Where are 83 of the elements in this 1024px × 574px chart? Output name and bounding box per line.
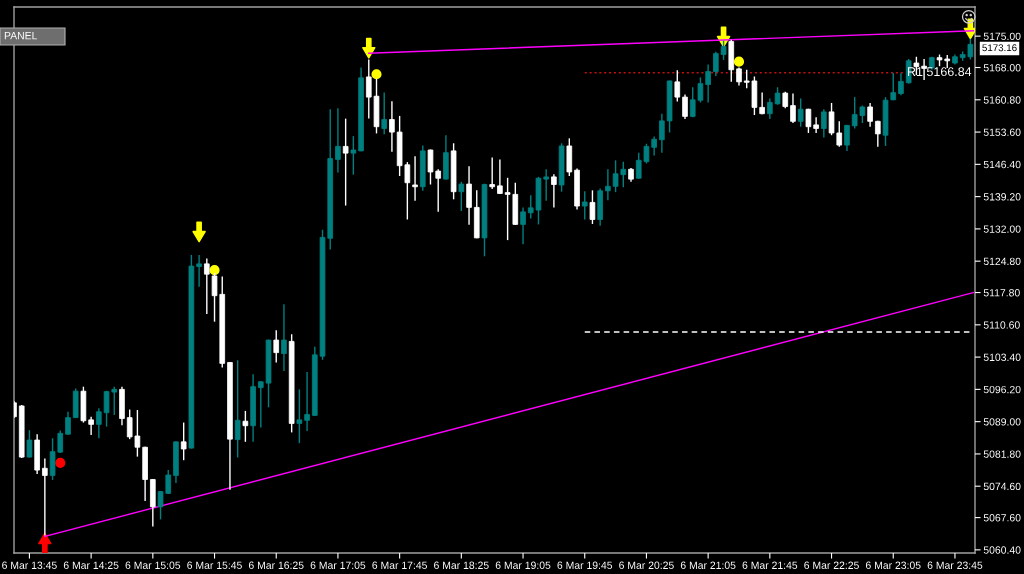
x-tick-label: 6 Mar 19:05 — [495, 561, 551, 569]
y-tick-label: 5103.40 — [983, 353, 1021, 361]
candlestick — [682, 93, 688, 120]
candlestick — [458, 181, 465, 212]
candlestick — [342, 117, 349, 207]
candlestick — [720, 39, 727, 61]
x-tick-label: 6 Mar 14:25 — [63, 561, 119, 569]
candlestick — [589, 189, 596, 225]
y-tick-label: 5110.60 — [983, 321, 1020, 329]
candlestick — [381, 91, 388, 136]
candlestick — [651, 135, 657, 157]
candlestick — [350, 135, 357, 176]
candlestick — [867, 102, 873, 128]
candlestick — [296, 388, 303, 444]
y-tick-label: 5074.60 — [983, 482, 1021, 491]
x-tick-label: 6 Mar 15:05 — [125, 561, 181, 569]
y-tick-label: 5132.00 — [983, 225, 1021, 233]
x-tick-label: 6 Mar 17:05 — [310, 561, 366, 569]
candlestick — [335, 107, 341, 174]
candlestick — [96, 407, 102, 439]
y-tick-label: 5146.40 — [983, 160, 1021, 169]
x-tick-label: 6 Mar 13:45 — [2, 561, 57, 569]
candlestick — [180, 421, 187, 461]
y-tick-label: 5160.80 — [983, 96, 1021, 104]
candlestick — [797, 97, 804, 128]
candlestick — [242, 410, 249, 443]
text: 5173.16 — [982, 44, 1017, 52]
y-tick-label: 5139.20 — [983, 193, 1021, 201]
candlestick — [551, 173, 557, 209]
candlestick — [42, 457, 48, 537]
candlestick — [674, 69, 681, 103]
x-tick-label: 6 Mar 23:45 — [927, 561, 983, 569]
x-tick-label: 6 Mar 19:45 — [557, 561, 613, 569]
candlestick — [273, 329, 280, 364]
candlestick — [805, 108, 812, 134]
x-tick-label: 6 Mar 21:45 — [742, 561, 798, 569]
candlestick — [520, 206, 526, 245]
y-tick-label: 5089.00 — [983, 418, 1021, 426]
y-tick-label: 5168.00 — [983, 64, 1021, 72]
candlestick — [898, 72, 904, 97]
candlestick — [88, 416, 94, 436]
candlestick — [234, 359, 241, 459]
y-tick-label: 5117.80 — [983, 289, 1020, 297]
x-tick-label: 6 Mar 21:05 — [680, 561, 736, 569]
candlestick — [389, 100, 395, 153]
y-tick-label: 5153.60 — [983, 128, 1021, 136]
x-tick-label: 6 Mar 17:45 — [372, 561, 427, 569]
annotation: PANEL — [4, 32, 38, 40]
y-tick-label: 5067.60 — [983, 514, 1021, 522]
y-tick-label: 5096.20 — [983, 385, 1021, 394]
candlestick — [921, 58, 927, 81]
x-tick-label: 6 Mar 20:25 — [619, 561, 674, 569]
candlestick — [790, 92, 796, 124]
candlestick — [204, 257, 210, 315]
candlestick — [705, 63, 711, 104]
y-tick-label: 5060.40 — [983, 546, 1021, 554]
candlestick — [497, 158, 503, 195]
candlestick — [875, 120, 881, 148]
candlestick — [581, 190, 588, 221]
candlestick — [821, 108, 827, 139]
candlestick — [65, 411, 71, 436]
candlestick — [890, 72, 897, 101]
candlestick — [605, 168, 611, 201]
candlestick — [412, 155, 418, 202]
candlestick — [659, 112, 665, 154]
x-tick-label: 6 Mar 15:45 — [187, 561, 242, 569]
candlestick — [489, 156, 495, 190]
x-tick-label: 6 Mar 16:25 — [248, 561, 304, 569]
candlestick — [844, 124, 850, 152]
y-tick-label: 5124.80 — [983, 257, 1021, 266]
candlestick — [466, 165, 472, 226]
candlestick — [196, 254, 202, 288]
candlestick — [304, 371, 310, 432]
x-tick-label: 6 Mar 22:25 — [804, 561, 859, 569]
x-tick-label: 6 Mar 23:05 — [865, 561, 921, 569]
candlestick — [767, 97, 773, 120]
candlestick — [26, 429, 33, 459]
y-tick-label: 5175.00 — [983, 32, 1021, 41]
candlestick — [813, 116, 819, 134]
y-tick-label: 5081.80 — [983, 450, 1021, 458]
x-tick-label: 6 Mar 18:25 — [434, 561, 489, 569]
candlestick — [281, 303, 287, 372]
candlestick — [713, 51, 719, 77]
